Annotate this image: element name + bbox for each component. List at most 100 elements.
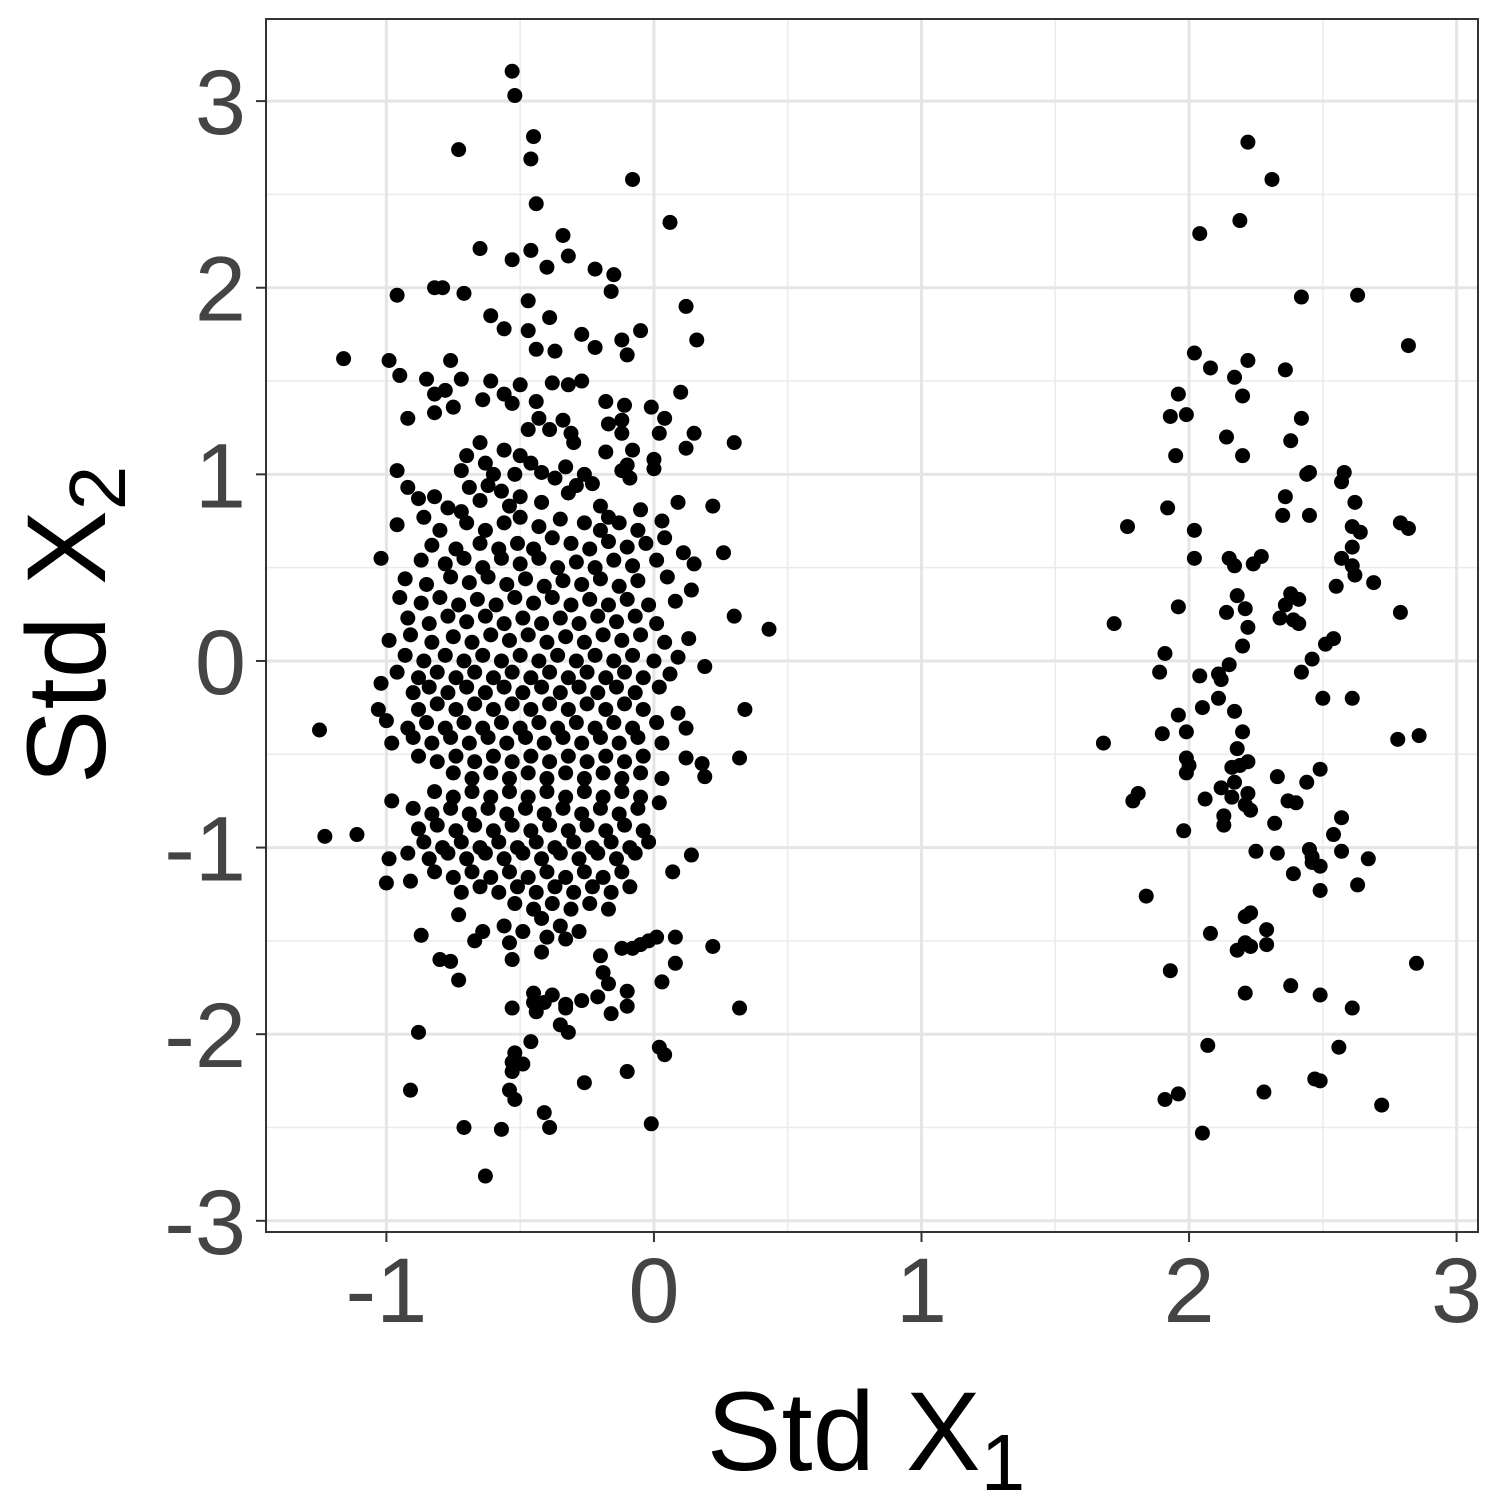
data-point xyxy=(518,800,534,816)
data-point xyxy=(402,1082,418,1098)
data-point xyxy=(421,679,437,695)
data-point xyxy=(619,1064,635,1080)
y-axis-title-subscript: 2 xyxy=(53,466,142,511)
data-point xyxy=(1283,978,1299,994)
data-point xyxy=(1360,851,1376,867)
data-point xyxy=(635,701,651,717)
data-point xyxy=(1162,963,1178,979)
x-axis-title-base: Std X xyxy=(707,1369,981,1494)
data-point xyxy=(633,765,649,781)
data-point xyxy=(614,412,630,428)
data-point xyxy=(555,412,571,428)
data-point xyxy=(544,590,560,606)
data-point xyxy=(419,576,435,592)
data-point xyxy=(625,558,641,574)
data-point xyxy=(603,1006,619,1022)
data-point xyxy=(670,494,686,510)
data-point xyxy=(598,394,614,410)
y-tick-label: 0 xyxy=(195,612,246,714)
data-point xyxy=(1248,843,1264,859)
data-point xyxy=(472,492,488,508)
data-point xyxy=(603,884,619,900)
data-point xyxy=(582,896,598,912)
data-point xyxy=(1293,664,1309,680)
data-point xyxy=(496,679,512,695)
data-point xyxy=(568,653,584,669)
data-point xyxy=(504,63,520,79)
data-point xyxy=(453,463,469,479)
data-point xyxy=(1240,785,1256,801)
data-point xyxy=(1400,338,1416,354)
data-point xyxy=(625,171,641,187)
data-point xyxy=(558,765,574,781)
data-point xyxy=(657,410,673,426)
data-point xyxy=(429,754,445,770)
data-point xyxy=(539,864,555,880)
data-point xyxy=(1299,466,1315,482)
data-point xyxy=(558,1000,574,1016)
data-point xyxy=(534,679,550,695)
data-point xyxy=(534,494,550,510)
data-point xyxy=(397,571,413,587)
data-point xyxy=(614,784,630,800)
data-point xyxy=(1301,507,1317,523)
data-point xyxy=(761,621,777,637)
data-point xyxy=(528,341,544,357)
data-point xyxy=(534,464,550,480)
data-point xyxy=(413,595,429,611)
data-point xyxy=(496,616,512,632)
data-point xyxy=(600,976,616,992)
data-point xyxy=(544,375,560,391)
data-point xyxy=(1160,500,1176,516)
data-point xyxy=(416,834,432,850)
data-point xyxy=(1390,731,1406,747)
data-point xyxy=(453,504,469,520)
data-point xyxy=(411,748,427,764)
data-point xyxy=(451,972,467,988)
data-point xyxy=(1213,780,1229,796)
data-point xyxy=(507,896,523,912)
data-point xyxy=(499,806,515,822)
data-point xyxy=(590,989,606,1005)
data-point xyxy=(1235,448,1251,464)
data-point xyxy=(499,576,515,592)
data-point xyxy=(1237,985,1253,1001)
data-point xyxy=(1272,610,1288,626)
data-point xyxy=(560,748,576,764)
data-point xyxy=(461,575,477,591)
data-point xyxy=(475,647,491,663)
data-point xyxy=(485,466,501,482)
data-point xyxy=(579,754,595,770)
data-point xyxy=(678,440,694,456)
data-point xyxy=(1291,616,1307,632)
data-point xyxy=(1219,604,1235,620)
data-point xyxy=(1210,690,1226,706)
data-point xyxy=(1178,407,1194,423)
y-tick-label: -2 xyxy=(164,985,246,1087)
data-point xyxy=(542,817,558,833)
data-point xyxy=(536,735,552,751)
data-point xyxy=(480,569,496,585)
data-point xyxy=(424,806,440,822)
data-point xyxy=(528,884,544,900)
data-point xyxy=(432,590,448,606)
data-point xyxy=(574,326,590,342)
data-point xyxy=(464,864,480,880)
data-point xyxy=(501,771,517,787)
data-point xyxy=(590,608,606,624)
data-point xyxy=(563,535,579,551)
data-point xyxy=(683,847,699,863)
data-point xyxy=(520,789,536,805)
data-point xyxy=(558,459,574,475)
data-point xyxy=(622,879,638,895)
data-point xyxy=(440,845,456,861)
data-point xyxy=(437,556,453,572)
data-point xyxy=(1334,550,1350,566)
data-point xyxy=(1344,539,1360,555)
data-point xyxy=(1202,925,1218,941)
data-point xyxy=(584,476,600,492)
data-point xyxy=(1243,802,1259,818)
data-point xyxy=(1326,631,1342,647)
data-point xyxy=(491,884,507,900)
data-point xyxy=(595,965,611,981)
